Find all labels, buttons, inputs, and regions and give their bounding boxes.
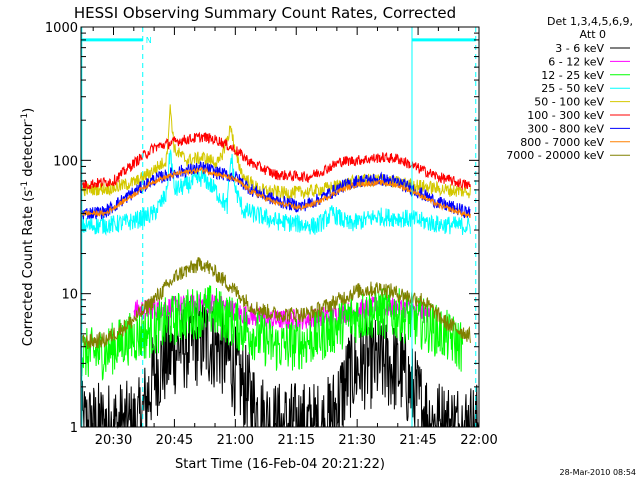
y-axis-label-main: Corrected Count Rate (s <box>21 190 36 347</box>
x-tick-label-5: 21:30 <box>338 433 375 448</box>
plot-frame <box>80 26 480 428</box>
timestamp: 28-Mar-2010 08:54 <box>560 468 637 477</box>
y-axis-label-mid: detector <box>21 121 36 181</box>
y-axis-label-sup2: -1 <box>20 113 30 122</box>
legend-label-4: 25 - 50 keV <box>541 82 604 95</box>
x-tick-label-6: 21:45 <box>399 433 436 448</box>
series-line-9 <box>80 257 471 350</box>
x-axis-ticks: 20:30 20:45 21:00 21:15 21:30 21:45 22:00 <box>92 27 498 448</box>
chart-title: HESSI Observing Summary Count Rates, Cor… <box>74 4 456 22</box>
y-axis-label-sup1: -1 <box>20 181 30 190</box>
attenuator-markers: N <box>81 27 477 427</box>
legend-label-7: 300 - 800 keV <box>527 122 604 135</box>
x-tick-label-7: 22:00 <box>460 433 497 448</box>
y-axis-label: Corrected Count Rate (s-1 detector-1) <box>20 108 36 346</box>
legend-label-5: 50 - 100 keV <box>534 96 604 109</box>
y-tick-label-3: 100 <box>53 154 78 169</box>
axes <box>80 26 480 428</box>
y-axis-ticks: 1 10 100 1000 <box>45 21 479 436</box>
x-tick-label-1: 20:30 <box>95 433 132 448</box>
x-axis-label: Start Time (16-Feb-04 20:21:22) <box>175 457 385 472</box>
y-tick-label-1: 1 <box>70 421 78 436</box>
legend-label-6: 100 - 300 keV <box>527 109 604 122</box>
legend-label-3: 12 - 25 keV <box>541 69 604 82</box>
y-tick-label-4: 1000 <box>45 21 78 36</box>
legend-label-9: 7000 - 20000 keV <box>506 149 604 162</box>
legend-header-line-1: Det 1,3,4,5,6,9, <box>547 15 633 28</box>
x-tick-label-4: 21:15 <box>278 433 315 448</box>
legend-label-1: 3 - 6 keV <box>555 42 604 55</box>
series-line-4 <box>80 148 471 237</box>
attenuator-label: N <box>146 36 152 45</box>
series-line-8 <box>80 166 471 219</box>
x-tick-label-2: 20:45 <box>156 433 193 448</box>
series-layer <box>80 104 479 429</box>
legend-header-line-2: Att 0 <box>580 28 606 41</box>
x-tick-label-3: 21:00 <box>217 433 254 448</box>
legend-label-8: 800 - 7000 keV <box>520 136 604 149</box>
legend-label-2: 6 - 12 keV <box>548 55 604 68</box>
series-line-6 <box>80 131 471 191</box>
y-axis-label-end: ) <box>21 108 36 113</box>
y-tick-label-2: 10 <box>61 288 78 303</box>
